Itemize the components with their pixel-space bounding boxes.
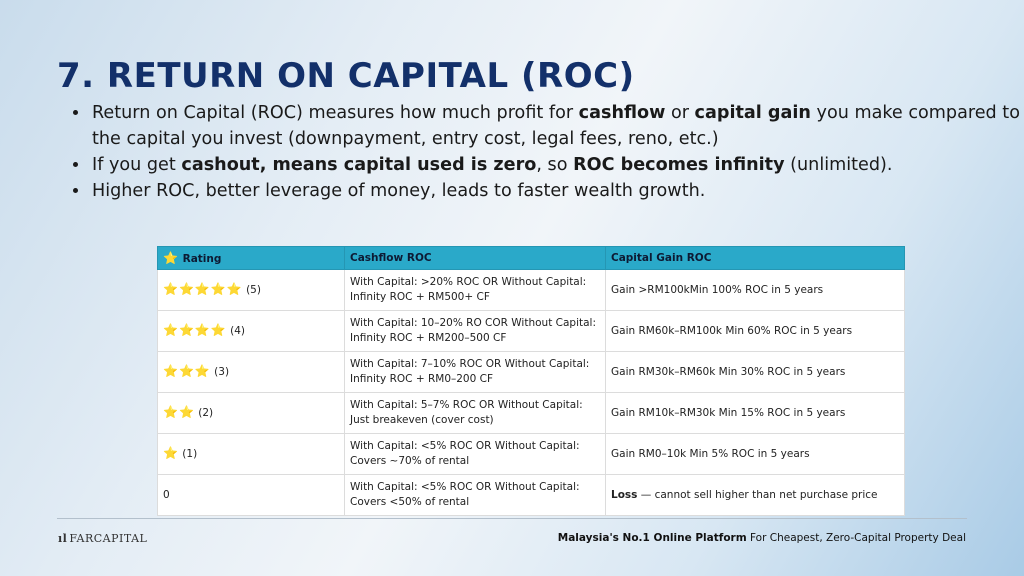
table-row: 0 With Capital: <5% ROC OR Without Capit…: [157, 474, 905, 516]
header-rating: ⭐ Rating: [157, 246, 345, 270]
roc-rating-table: ⭐ Rating Cashflow ROC Capital Gain ROC ⭐…: [157, 246, 905, 516]
rating-value: (2): [198, 407, 214, 419]
star-icon: ⭐: [163, 251, 179, 265]
star-icon: ⭐⭐⭐: [163, 364, 211, 378]
gain-text: — cannot sell higher than net purchase p…: [637, 488, 878, 501]
cashflow-cell: With Capital: >20% ROC OR Without Capita…: [344, 269, 606, 311]
gain-cell: Gain >RM100kMin 100% ROC in 5 years: [605, 269, 905, 311]
rating-cell: 0: [157, 474, 345, 516]
table-row: ⭐⭐⭐⭐⭐ (5) With Capital: >20% ROC OR With…: [157, 269, 905, 311]
bullet-text: (unlimited).: [784, 155, 893, 175]
tagline-bold: Malaysia's No.1 Online Platform: [557, 532, 747, 544]
gain-text: Gain RM10k–RM30k Min 15% ROC in 5 years: [611, 406, 846, 419]
bullet-bold-cashflow: cashflow: [578, 103, 666, 123]
bullet-cashout: If you get cashout, means capital used i…: [90, 152, 1020, 178]
bullet-leverage: Higher ROC, better leverage of money, le…: [90, 178, 1020, 204]
logo-mark-icon: ıl: [58, 532, 68, 545]
bullet-text: , so: [536, 155, 574, 175]
gain-cell: Gain RM60k–RM100k Min 60% ROC in 5 years: [605, 310, 905, 352]
rating-value: (5): [246, 284, 261, 296]
star-icon: ⭐: [163, 446, 179, 460]
rating-value: 0: [163, 489, 170, 501]
gain-text: Gain RM30k–RM60k Min 30% ROC in 5 years: [611, 365, 846, 378]
cashflow-cell: With Capital: 10–20% RO COR Without Capi…: [344, 310, 606, 352]
rating-value: (4): [230, 325, 245, 337]
gain-bold: Loss: [611, 488, 638, 501]
gain-cell: Gain RM0–10k Min 5% ROC in 5 years: [605, 433, 905, 475]
bullet-text: or: [665, 103, 695, 123]
rating-cell: ⭐⭐⭐⭐ (4): [157, 310, 345, 352]
cashflow-cell: With Capital: 7–10% ROC OR Without Capit…: [344, 351, 606, 393]
bullet-bold-infinity: ROC becomes infinity: [573, 155, 785, 175]
bullet-roc-definition: Return on Capital (ROC) measures how muc…: [90, 100, 1020, 152]
farcapital-logo: ıl FARCAPITAL: [58, 532, 147, 545]
gain-text: Gain >RM100kMin 100% ROC in 5 years: [611, 283, 824, 296]
table-row: ⭐⭐ (2) With Capital: 5–7% ROC OR Without…: [157, 392, 905, 434]
gain-cell: Gain RM10k–RM30k Min 15% ROC in 5 years: [605, 392, 905, 434]
table-row: ⭐ (1) With Capital: <5% ROC OR Without C…: [157, 433, 905, 475]
gain-cell: Gain RM30k–RM60k Min 30% ROC in 5 years: [605, 351, 905, 393]
star-icon: ⭐⭐⭐⭐: [163, 323, 227, 337]
bullet-text: you make compared to the capital you inv…: [92, 103, 1020, 149]
rating-cell: ⭐⭐ (2): [157, 392, 345, 434]
rating-value: (3): [214, 366, 230, 378]
header-cashflow-roc: Cashflow ROC: [344, 246, 606, 270]
header-rating-label: Rating: [182, 253, 222, 265]
footer-divider: [57, 518, 967, 519]
bullet-text: Return on Capital (ROC) measures how muc…: [92, 103, 579, 123]
logo-text: FARCAPITAL: [69, 532, 148, 545]
rating-cell: ⭐ (1): [157, 433, 345, 475]
table-header-row: ⭐ Rating Cashflow ROC Capital Gain ROC: [157, 246, 905, 270]
header-capital-gain-roc: Capital Gain ROC: [605, 246, 905, 270]
star-icon: ⭐⭐: [163, 405, 195, 419]
rating-value: (1): [182, 448, 198, 460]
bullet-list: Return on Capital (ROC) measures how muc…: [70, 100, 1020, 204]
star-icon: ⭐⭐⭐⭐⭐: [163, 282, 243, 296]
cashflow-cell: With Capital: <5% ROC OR Without Capital…: [344, 433, 606, 475]
bullet-text: If you get: [92, 155, 182, 175]
rating-cell: ⭐⭐⭐ (3): [157, 351, 345, 393]
page-title: 7. RETURN ON CAPITAL (ROC): [57, 56, 635, 96]
cashflow-cell: With Capital: <5% ROC OR Without Capital…: [344, 474, 606, 516]
footer-tagline: Malaysia's No.1 Online Platform For Chea…: [558, 532, 966, 544]
bullet-bold-cashout: cashout, means capital used is zero: [181, 155, 537, 175]
gain-cell: Loss — cannot sell higher than net purch…: [605, 474, 905, 516]
rating-cell: ⭐⭐⭐⭐⭐ (5): [157, 269, 345, 311]
cashflow-cell: With Capital: 5–7% ROC OR Without Capita…: [344, 392, 606, 434]
bullet-text: Higher ROC, better leverage of money, le…: [92, 181, 706, 201]
bullet-bold-capital-gain: capital gain: [694, 103, 811, 123]
table-row: ⭐⭐⭐ (3) With Capital: 7–10% ROC OR Witho…: [157, 351, 905, 393]
gain-text: Gain RM60k–RM100k Min 60% ROC in 5 years: [611, 324, 853, 337]
gain-text: Gain RM0–10k Min 5% ROC in 5 years: [611, 447, 810, 460]
tagline-text: For Cheapest, Zero-Capital Property Deal: [746, 532, 966, 544]
table-row: ⭐⭐⭐⭐ (4) With Capital: 10–20% RO COR Wit…: [157, 310, 905, 352]
